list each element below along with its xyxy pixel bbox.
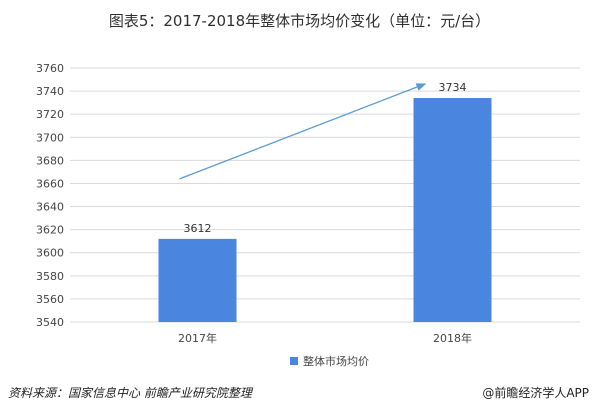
- trend-arrow: [179, 83, 427, 180]
- bars: [158, 98, 492, 322]
- source-note: 资料来源：国家信息中心 前瞻产业研究院整理: [8, 386, 252, 400]
- data-label: 3734: [439, 81, 467, 94]
- y-tick-label: 3540: [36, 316, 64, 329]
- y-tick-label: 3660: [36, 177, 64, 190]
- chart-title: 图表5：2017-2018年整体市场均价变化（单位：元/台）: [108, 12, 491, 30]
- y-tick-label: 3760: [36, 62, 64, 75]
- y-tick-label: 3620: [36, 224, 64, 237]
- y-tick-label: 3600: [36, 247, 64, 260]
- legend: 整体市场均价: [290, 354, 369, 368]
- y-tick-label: 3740: [36, 85, 64, 98]
- data-label: 3612: [184, 222, 212, 235]
- legend-label: 整体市场均价: [303, 354, 369, 368]
- data-labels: 3612 3734: [184, 81, 467, 235]
- brand-mark: @前瞻经济学人APP: [482, 386, 589, 400]
- gridlines: [70, 67, 580, 323]
- x-tick-label: 2018年: [433, 331, 472, 345]
- y-tick-label: 3720: [36, 108, 64, 121]
- bar: [158, 238, 237, 322]
- legend-swatch: [290, 357, 298, 365]
- y-tick-label: 3680: [36, 154, 64, 167]
- y-tick-label: 3580: [36, 270, 64, 283]
- trend-arrow-line: [179, 83, 427, 180]
- y-tick-label: 3700: [36, 131, 64, 144]
- x-tick-label: 2017年: [178, 331, 217, 345]
- y-tick-label: 3640: [36, 201, 64, 214]
- x-axis-ticks: 2017年 2018年: [178, 331, 472, 345]
- y-tick-label: 3560: [36, 293, 64, 306]
- y-axis-ticks: 3540 3560 3580 3600 3620 3640 3660 3680 3700 3720…: [36, 62, 64, 329]
- bar: [413, 98, 492, 322]
